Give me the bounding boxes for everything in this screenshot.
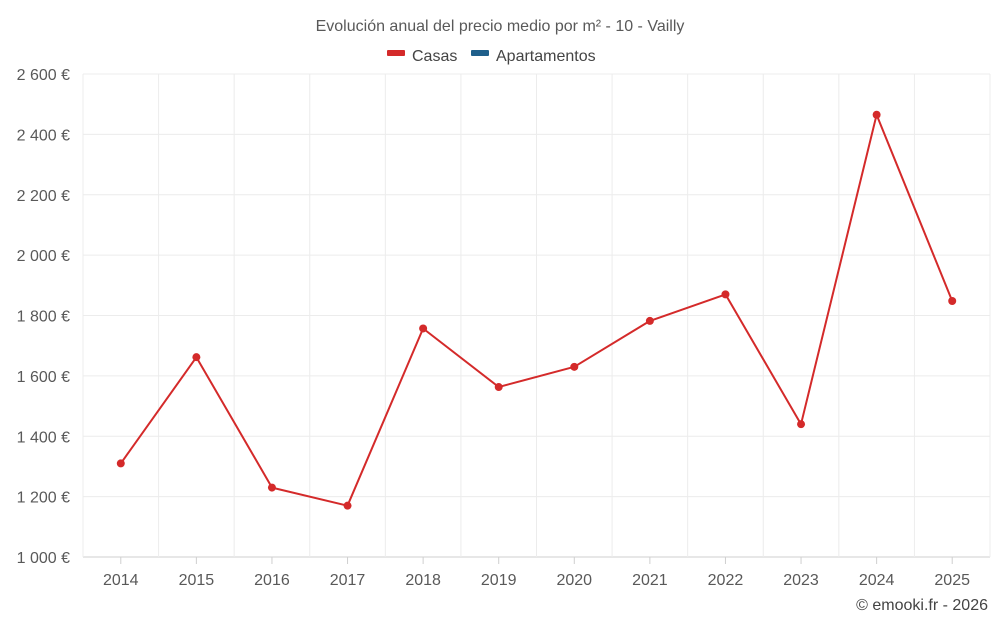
data-point-casas-2022[interactable] [721, 290, 730, 299]
data-point-casas-2014[interactable] [116, 459, 125, 468]
y-axis: 1 000 € 1 200 € 1 400 € 1 600 € 1 800 € 2 000… [17, 67, 70, 567]
data-point-casas-2021[interactable] [645, 316, 654, 325]
legend-swatch-apartamentos [471, 50, 489, 56]
x-tick-label: 2023 [783, 572, 819, 589]
y-tick-label: 2 400 € [17, 127, 70, 144]
data-point-casas-2017[interactable] [343, 501, 352, 510]
data-point-casas-2023[interactable] [797, 420, 806, 429]
data-point-casas-2020[interactable] [570, 362, 579, 371]
grid [82, 73, 991, 558]
x-tick-label: 2018 [405, 572, 441, 589]
x-tick-label: 2016 [254, 572, 290, 589]
credit: © emooki.fr - 2026 [856, 597, 988, 614]
legend-item-apartamentos[interactable]: Apartamentos [471, 48, 596, 65]
x-axis: 2014 2015 2016 2017 2018 2019 2020 2021 2022 2023… [103, 557, 970, 589]
chart-title: Evolución anual del precio medio por m² … [316, 18, 685, 35]
y-tick-label: 1 200 € [17, 490, 70, 507]
x-tick-label: 2015 [179, 572, 215, 589]
x-tick-label: 2025 [934, 572, 970, 589]
y-tick-label: 2 600 € [17, 67, 70, 84]
x-tick-label: 2014 [103, 572, 139, 589]
x-tick-label: 2021 [632, 572, 668, 589]
legend-label-apartamentos: Apartamentos [496, 48, 596, 65]
series-line-casas [119, 113, 954, 507]
data-point-casas-2025[interactable] [948, 297, 957, 306]
y-tick-label: 2 000 € [17, 248, 70, 265]
legend-label-casas: Casas [412, 48, 457, 65]
x-tick-label: 2022 [708, 572, 744, 589]
x-tick-label: 2024 [859, 572, 895, 589]
data-point-casas-2015[interactable] [192, 353, 201, 362]
series-casas [116, 110, 957, 510]
legend-swatch-casas [387, 50, 405, 56]
data-point-casas-2016[interactable] [267, 483, 276, 492]
y-tick-label: 1 800 € [17, 309, 70, 326]
x-tick-label: 2020 [556, 572, 592, 589]
x-tick-label: 2019 [481, 572, 517, 589]
legend: Casas Apartamentos [387, 48, 596, 65]
y-tick-label: 1 400 € [17, 429, 70, 446]
data-point-casas-2019[interactable] [494, 383, 503, 392]
data-point-casas-2024[interactable] [872, 110, 881, 119]
legend-item-casas[interactable]: Casas [387, 48, 457, 65]
data-point-casas-2018[interactable] [419, 324, 428, 333]
y-tick-label: 2 200 € [17, 188, 70, 205]
y-tick-label: 1 600 € [17, 369, 70, 386]
x-tick-label: 2017 [330, 572, 366, 589]
y-tick-label: 1 000 € [17, 550, 70, 567]
